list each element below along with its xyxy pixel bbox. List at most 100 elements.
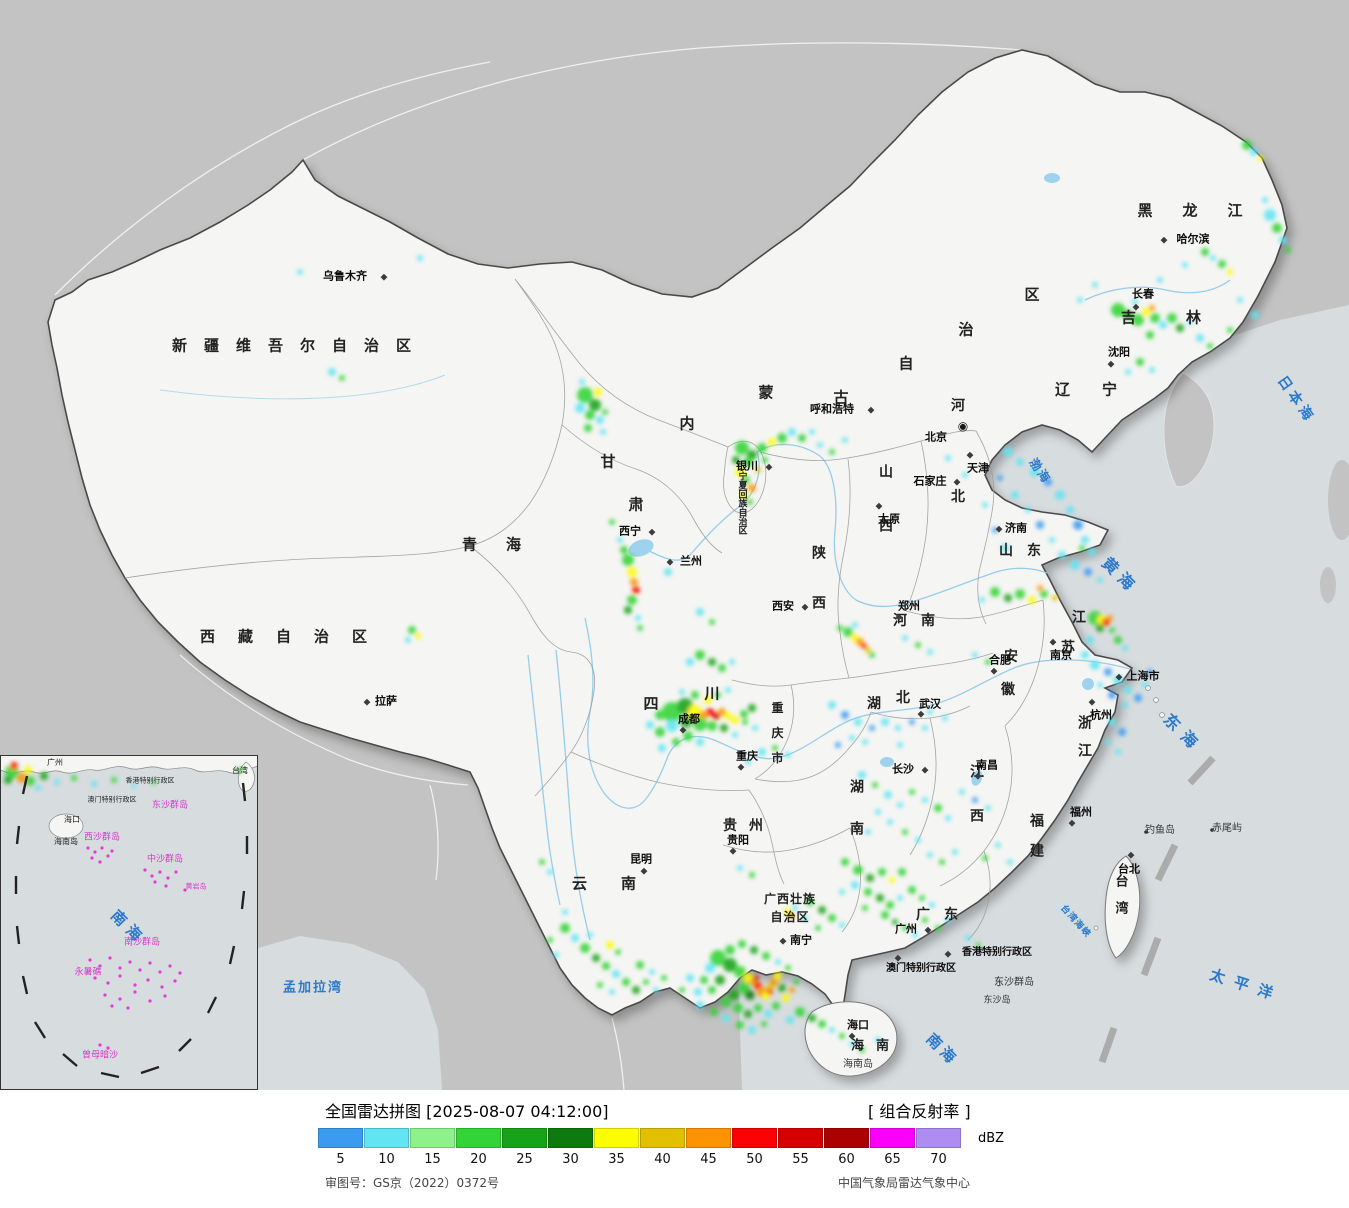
radar-echo [707, 721, 717, 731]
radar-echo [735, 441, 749, 455]
radar-echo [1079, 545, 1085, 551]
radar-echo [617, 537, 623, 543]
radar-echo [580, 943, 590, 953]
map-canvas [0, 42, 1349, 1090]
radar-echo [597, 982, 603, 988]
radar-echo [1257, 155, 1263, 161]
radar-echo [627, 567, 637, 577]
radar-echo [1237, 297, 1243, 303]
radar-echo [841, 711, 849, 719]
radar-echo [712, 712, 720, 720]
radar-echo [1196, 334, 1204, 342]
radar-echo [1086, 636, 1094, 644]
province-borders [124, 278, 1045, 941]
radar-echo [704, 696, 712, 704]
radar-echo [1227, 269, 1233, 275]
radar-echo [853, 865, 863, 875]
radar-echo [982, 855, 988, 861]
radar-echo [1262, 197, 1268, 203]
radar-echo [764, 1010, 772, 1018]
radar-echo [724, 712, 732, 720]
radar-echo [772, 1002, 780, 1010]
radar-echo [718, 708, 726, 716]
radar-echo [679, 987, 685, 993]
japan-island [1328, 460, 1349, 540]
radar-echo [584, 424, 592, 432]
inset-island-dot [118, 966, 122, 970]
radar-echo [743, 457, 753, 467]
inset-island-dot [93, 850, 97, 854]
radar-echo [706, 708, 714, 716]
radar-echo [1147, 669, 1153, 675]
radar-echo [24, 766, 32, 774]
radar-echo [1007, 859, 1013, 865]
radar-echo [829, 449, 835, 455]
radar-echo [839, 889, 845, 895]
radar-echo [892, 919, 898, 925]
radar-echo [935, 925, 941, 931]
radar-echo [979, 597, 985, 603]
radar-echo [1187, 319, 1193, 325]
legend-color-swatch [364, 1128, 409, 1148]
east-south-sea [738, 305, 1349, 1090]
radar-echo [664, 568, 672, 576]
radar-echo [945, 917, 951, 923]
radar-echo [842, 437, 848, 443]
radar-echo [620, 546, 628, 554]
radar-echo [1052, 595, 1058, 601]
radar-echo [585, 410, 595, 420]
radar-echo [909, 719, 915, 725]
inset-island-dot [133, 983, 137, 987]
radar-echo [1264, 209, 1276, 221]
radar-echo [889, 877, 895, 883]
radar-echo [577, 387, 593, 403]
radar-echo [297, 269, 303, 275]
legend-color-swatch [778, 1128, 823, 1148]
radar-echo [732, 732, 738, 738]
radar-echo [802, 915, 808, 921]
radar-echo [408, 626, 416, 634]
radar-echo [752, 725, 758, 731]
inset-island-dot [153, 880, 157, 884]
inset-island-dot [158, 970, 162, 974]
radar-echo [4, 776, 12, 784]
radar-echo [902, 829, 908, 835]
radar-echo [789, 913, 795, 919]
radar-echo [972, 652, 978, 658]
radar-echo [865, 829, 871, 835]
radar-echo [1279, 236, 1287, 244]
radar-echo [922, 797, 928, 803]
taiwan-island [1104, 855, 1141, 959]
radar-echo [767, 989, 773, 995]
korea-peninsula [1163, 372, 1215, 488]
radar-echo [754, 1004, 762, 1012]
radar-echo [1084, 568, 1092, 576]
hulun-lake [1044, 173, 1060, 183]
radar-echo [1132, 314, 1144, 326]
map-approval-number: 审图号：GS京（2022）0372号 [325, 1176, 499, 1190]
inset-border [0, 755, 258, 1090]
legend-color-swatch [594, 1128, 639, 1148]
radar-echo [695, 650, 705, 660]
radar-echo [876, 894, 884, 902]
inset-island-dot [93, 976, 97, 980]
radar-echo [770, 978, 778, 986]
radar-echo [922, 725, 928, 731]
radar-echo [839, 922, 845, 928]
inset-island-dot [148, 961, 152, 965]
hainan-island [804, 1001, 898, 1077]
radar-echo [909, 789, 915, 795]
radar-echo [789, 987, 795, 993]
radar-echo [729, 659, 735, 665]
inset-island-dot [98, 860, 102, 864]
radar-echo [750, 946, 758, 954]
radar-echo [742, 476, 750, 484]
radar-echo [131, 783, 137, 789]
legend-color-swatch [686, 1128, 731, 1148]
radar-echo [627, 595, 637, 605]
legend-color-swatch [502, 1128, 547, 1148]
radar-echo [1227, 327, 1233, 333]
foreign-borders [54, 42, 1023, 1090]
radar-echo [762, 952, 770, 960]
radar-echo [602, 409, 608, 415]
